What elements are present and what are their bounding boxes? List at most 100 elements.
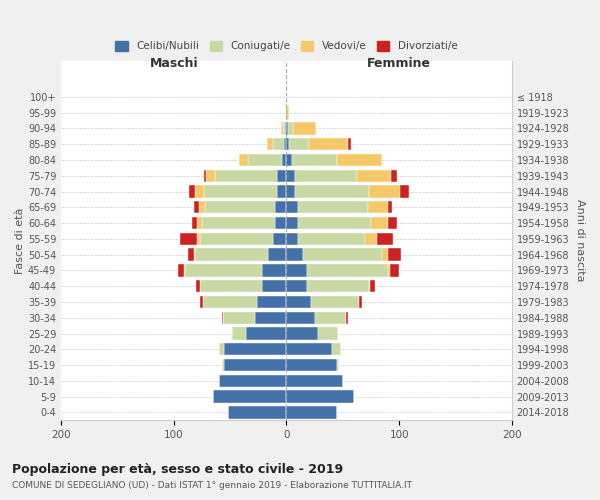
Bar xyxy=(178,264,184,276)
Bar xyxy=(337,154,382,166)
Bar xyxy=(371,217,388,229)
Bar xyxy=(286,217,298,229)
Bar xyxy=(388,201,392,213)
Bar xyxy=(368,186,400,198)
Bar xyxy=(286,280,307,292)
Bar xyxy=(307,280,368,292)
Bar xyxy=(287,122,293,134)
Bar xyxy=(185,264,262,276)
Bar xyxy=(298,232,365,245)
Bar xyxy=(286,359,337,371)
Bar xyxy=(273,232,286,245)
Bar xyxy=(219,374,286,387)
Bar xyxy=(298,217,371,229)
Bar xyxy=(273,138,284,150)
Bar xyxy=(277,186,286,198)
Bar xyxy=(368,280,370,292)
Y-axis label: Anni di nascita: Anni di nascita xyxy=(575,199,585,281)
Bar xyxy=(181,232,197,245)
Bar xyxy=(283,122,285,134)
Bar xyxy=(309,138,349,150)
Bar xyxy=(368,201,388,213)
Bar xyxy=(286,106,289,119)
Bar xyxy=(213,390,286,403)
Bar xyxy=(307,264,388,276)
Bar xyxy=(228,406,286,418)
Bar xyxy=(286,328,318,340)
Bar xyxy=(197,232,200,245)
Bar xyxy=(286,122,287,134)
Bar xyxy=(194,201,199,213)
Text: Maschi: Maschi xyxy=(149,57,198,70)
Bar xyxy=(286,201,298,213)
Bar xyxy=(400,186,409,198)
Bar xyxy=(286,390,354,403)
Bar xyxy=(286,138,289,150)
Text: Femmine: Femmine xyxy=(367,57,431,70)
Bar xyxy=(223,312,255,324)
Bar xyxy=(365,232,377,245)
Bar xyxy=(262,264,286,276)
Bar xyxy=(224,359,286,371)
Bar xyxy=(239,154,248,166)
Legend: Celibi/Nubili, Coniugati/e, Vedovi/e, Divorziati/e: Celibi/Nubili, Coniugati/e, Vedovi/e, Di… xyxy=(111,37,461,56)
Bar xyxy=(215,170,277,182)
Bar xyxy=(359,296,362,308)
Bar xyxy=(285,122,286,134)
Bar xyxy=(292,154,337,166)
Bar xyxy=(304,248,382,261)
Bar xyxy=(219,343,224,355)
Bar xyxy=(200,280,262,292)
Bar xyxy=(388,264,390,276)
Bar xyxy=(202,217,275,229)
Bar xyxy=(388,217,397,229)
Bar xyxy=(358,170,391,182)
Bar xyxy=(286,186,295,198)
Bar xyxy=(390,264,399,276)
Bar xyxy=(382,248,388,261)
Bar xyxy=(184,264,185,276)
Bar xyxy=(286,248,304,261)
Bar xyxy=(195,186,204,198)
Bar xyxy=(318,328,338,340)
Bar xyxy=(282,154,286,166)
Bar xyxy=(203,296,257,308)
Bar xyxy=(388,248,401,261)
Bar xyxy=(197,217,202,229)
Bar xyxy=(286,170,295,182)
Bar xyxy=(281,122,283,134)
Bar xyxy=(275,201,286,213)
Bar xyxy=(286,232,298,245)
Bar xyxy=(286,264,307,276)
Bar xyxy=(232,328,246,340)
Bar xyxy=(204,186,277,198)
Bar xyxy=(222,359,224,371)
Text: COMUNE DI SEDEGLIANO (UD) - Dati ISTAT 1° gennaio 2019 - Elaborazione TUTTITALIA: COMUNE DI SEDEGLIANO (UD) - Dati ISTAT 1… xyxy=(12,481,412,490)
Bar xyxy=(332,343,341,355)
Bar xyxy=(286,296,311,308)
Bar xyxy=(192,217,197,229)
Bar xyxy=(286,154,292,166)
Bar xyxy=(246,328,286,340)
Bar xyxy=(391,170,397,182)
Bar xyxy=(205,201,275,213)
Bar xyxy=(188,248,194,261)
Bar xyxy=(286,312,314,324)
Bar xyxy=(268,248,286,261)
Bar xyxy=(293,122,316,134)
Bar xyxy=(286,406,337,418)
Bar xyxy=(200,296,203,308)
Bar xyxy=(200,232,273,245)
Bar xyxy=(222,312,223,324)
Bar xyxy=(286,343,332,355)
Bar xyxy=(206,170,215,182)
Bar xyxy=(255,312,286,324)
Bar xyxy=(257,296,286,308)
Bar xyxy=(204,170,206,182)
Bar xyxy=(295,170,358,182)
Bar xyxy=(370,280,376,292)
Bar xyxy=(286,374,343,387)
Bar xyxy=(349,138,350,150)
Bar xyxy=(284,138,286,150)
Bar xyxy=(314,312,346,324)
